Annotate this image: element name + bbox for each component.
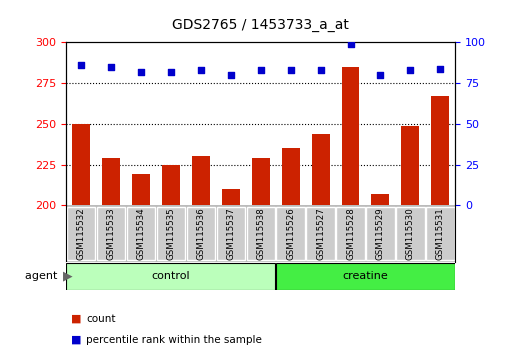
Text: GSM115535: GSM115535	[166, 207, 175, 260]
Bar	[341, 67, 359, 205]
Point	[435, 66, 443, 72]
Bar	[431, 96, 448, 205]
FancyBboxPatch shape	[246, 207, 274, 260]
FancyBboxPatch shape	[276, 263, 454, 290]
Text: GSM115532: GSM115532	[76, 207, 85, 260]
Point	[107, 64, 115, 70]
Point	[316, 67, 324, 73]
Bar	[102, 158, 120, 205]
FancyBboxPatch shape	[186, 207, 214, 260]
Point	[406, 67, 414, 73]
Point	[346, 41, 354, 47]
Point	[136, 69, 144, 75]
Bar	[311, 134, 329, 205]
Bar	[251, 158, 269, 205]
Point	[226, 72, 234, 78]
FancyBboxPatch shape	[66, 263, 274, 290]
Text: control: control	[151, 271, 189, 281]
Text: GSM115537: GSM115537	[226, 207, 235, 260]
Text: GSM115528: GSM115528	[345, 207, 355, 260]
Point	[77, 62, 85, 68]
Text: GSM115526: GSM115526	[285, 207, 294, 260]
Text: GSM115538: GSM115538	[256, 207, 265, 260]
Bar	[191, 156, 209, 205]
Bar	[281, 148, 299, 205]
Text: ▶: ▶	[63, 270, 73, 282]
FancyBboxPatch shape	[96, 207, 125, 260]
Text: GSM115529: GSM115529	[375, 207, 384, 260]
FancyBboxPatch shape	[126, 207, 155, 260]
Text: GDS2765 / 1453733_a_at: GDS2765 / 1453733_a_at	[172, 18, 348, 32]
FancyBboxPatch shape	[366, 207, 394, 260]
Text: GSM115531: GSM115531	[435, 207, 444, 260]
FancyBboxPatch shape	[306, 207, 334, 260]
Text: ■: ■	[71, 314, 81, 324]
FancyBboxPatch shape	[336, 207, 364, 260]
Bar	[131, 175, 149, 205]
FancyBboxPatch shape	[216, 207, 244, 260]
Bar	[371, 194, 389, 205]
FancyBboxPatch shape	[426, 207, 453, 260]
FancyBboxPatch shape	[156, 207, 184, 260]
Bar	[400, 126, 419, 205]
Point	[376, 72, 384, 78]
Text: percentile rank within the sample: percentile rank within the sample	[86, 335, 262, 345]
Point	[286, 67, 294, 73]
Bar	[72, 124, 89, 205]
FancyBboxPatch shape	[276, 207, 304, 260]
Text: creatine: creatine	[342, 271, 388, 281]
Text: count: count	[86, 314, 115, 324]
Text: GSM115536: GSM115536	[196, 207, 205, 260]
FancyBboxPatch shape	[395, 207, 424, 260]
Text: GSM115533: GSM115533	[106, 207, 115, 260]
Point	[256, 67, 264, 73]
Text: GSM115527: GSM115527	[316, 207, 324, 260]
Point	[196, 67, 205, 73]
Text: ■: ■	[71, 335, 81, 345]
Text: GSM115534: GSM115534	[136, 207, 145, 260]
Bar	[221, 189, 239, 205]
FancyBboxPatch shape	[67, 207, 94, 260]
Point	[166, 69, 174, 75]
Text: GSM115530: GSM115530	[405, 207, 414, 260]
Bar	[162, 165, 179, 205]
Text: agent: agent	[25, 271, 61, 281]
